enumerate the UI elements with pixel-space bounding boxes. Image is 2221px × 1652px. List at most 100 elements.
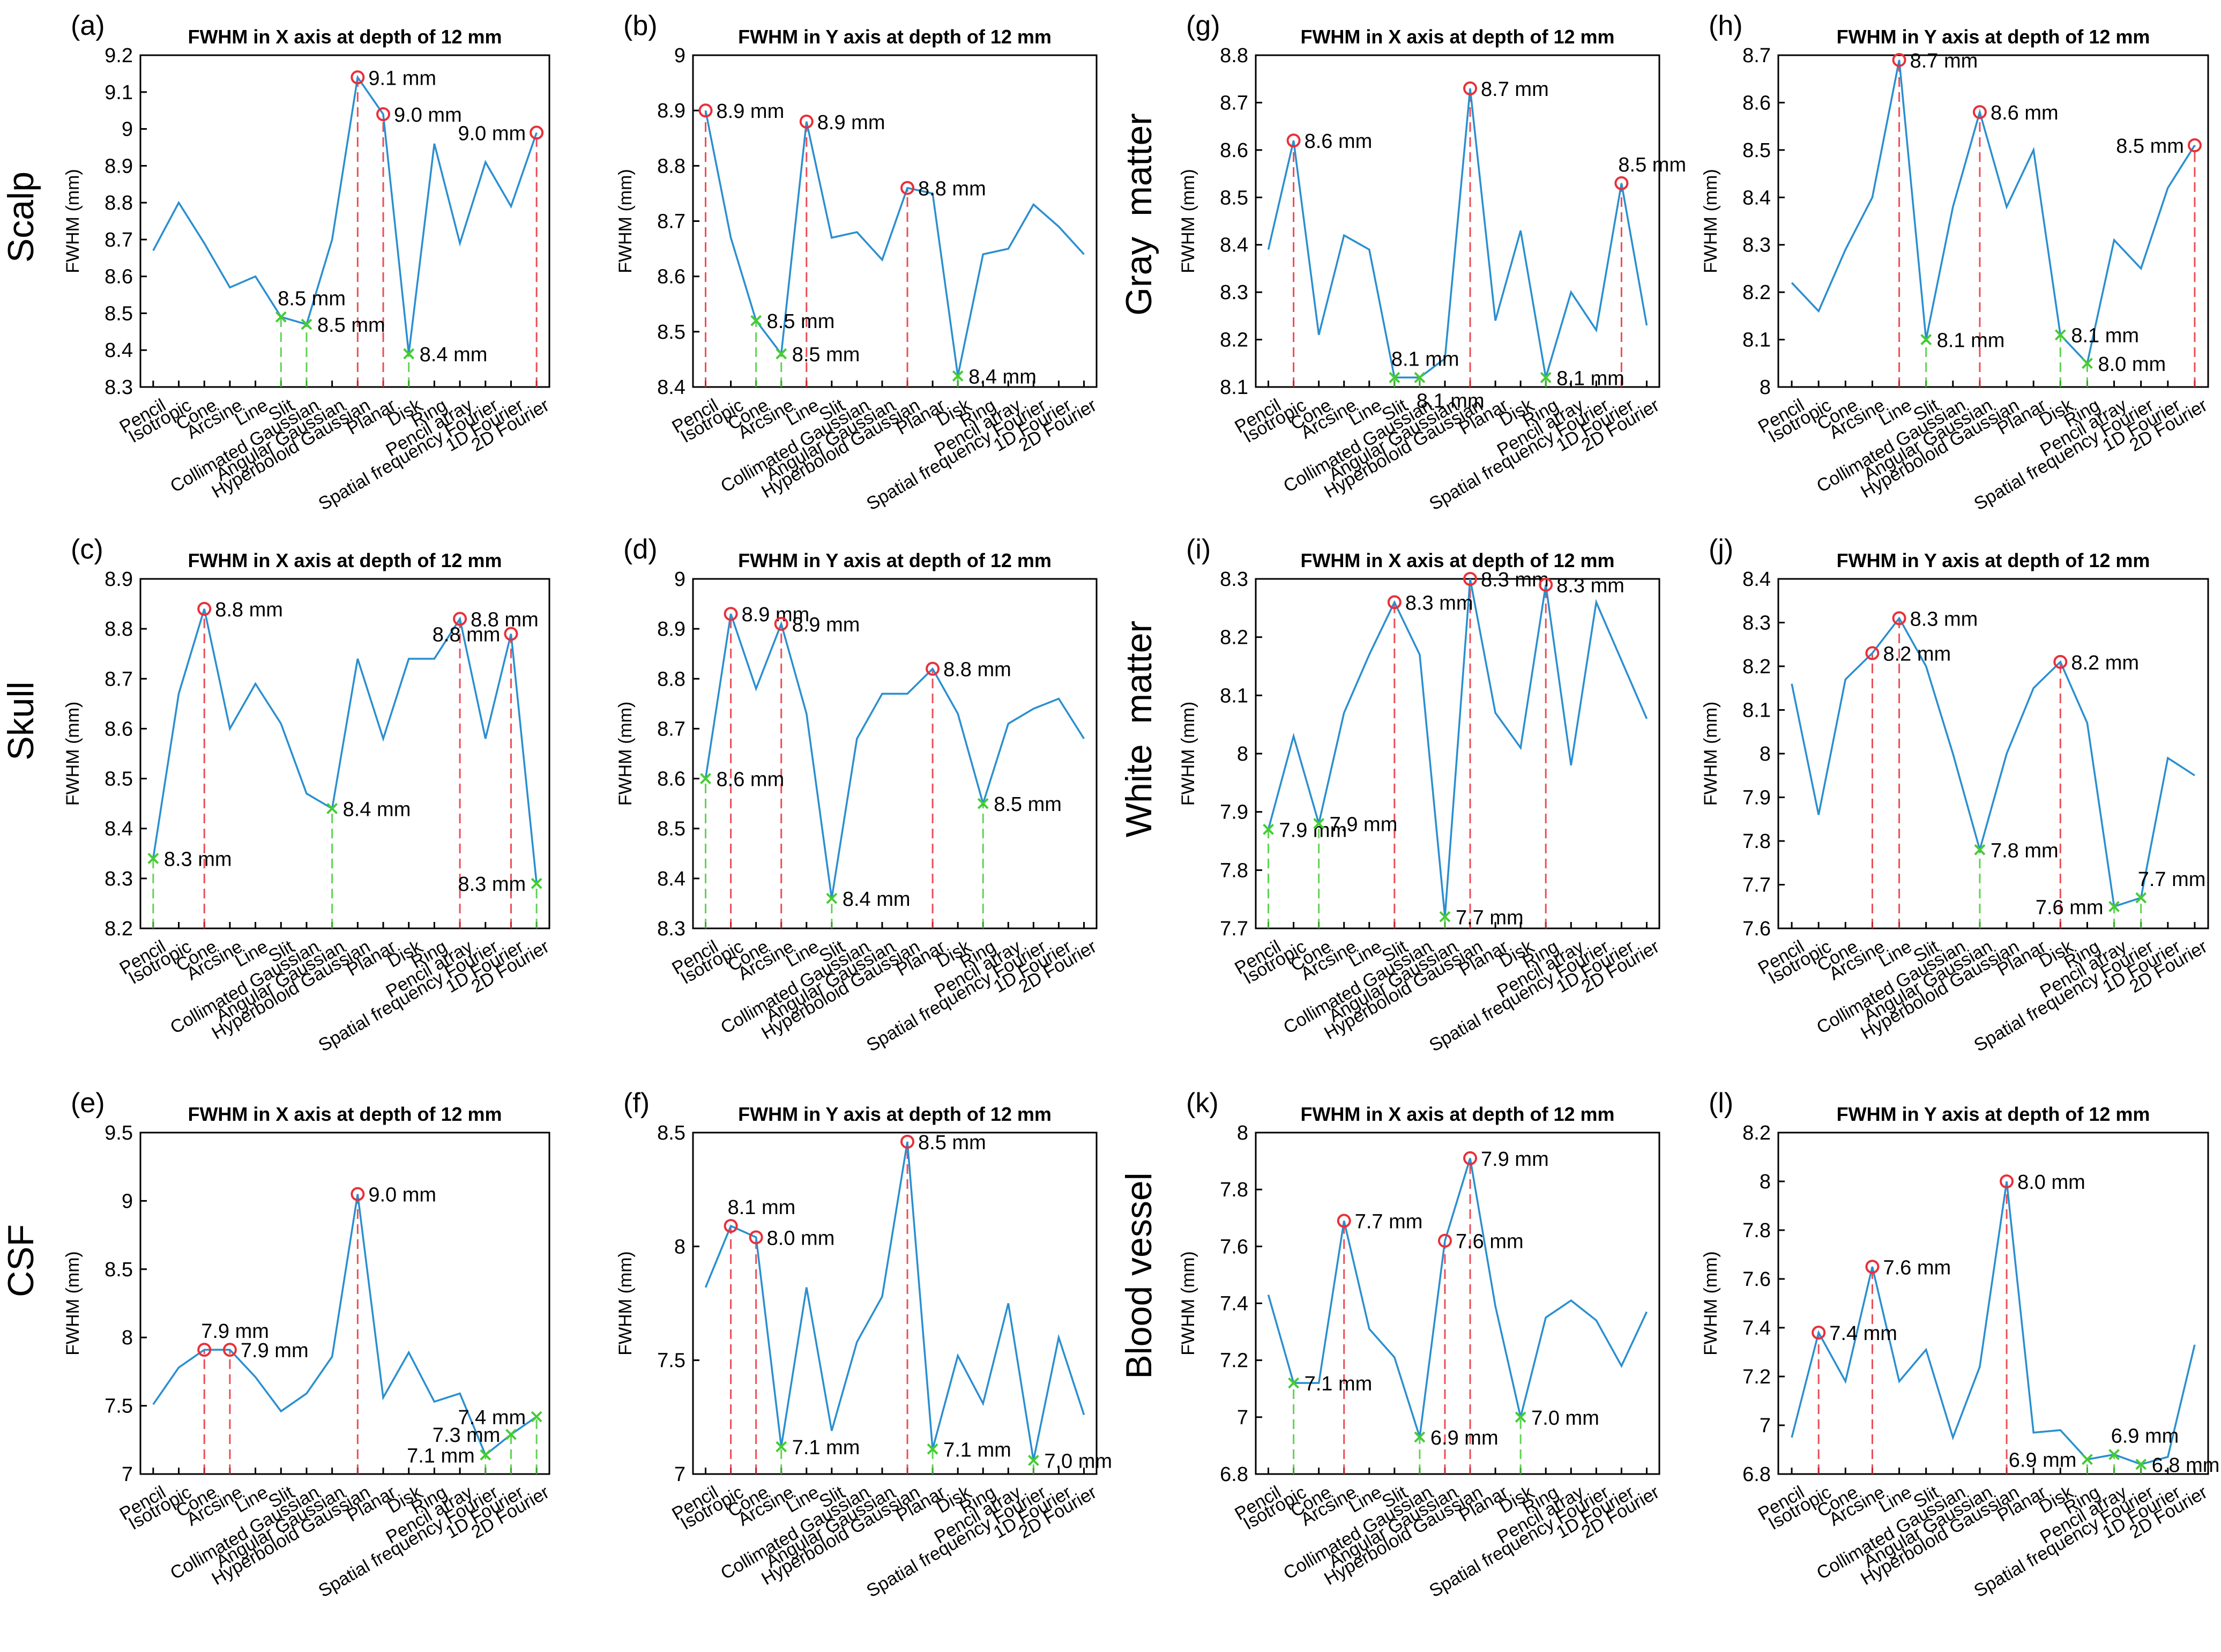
panel-d: (d) FWHM in Y axis at depth of 12 mm 8.3 8.… [615, 534, 1100, 1056]
y-tick-label: 8.5 [105, 768, 133, 791]
y-tick-label: 9 [674, 44, 685, 67]
y-tick-label: 7.8 [1220, 1179, 1248, 1201]
y-tick-label: 8.6 [657, 266, 685, 288]
y-tick-label: 8.6 [105, 266, 133, 288]
data-label: 8.0 mm [2098, 353, 2166, 376]
data-label: 7.6 mm [1883, 1256, 1951, 1279]
min-marker [1974, 844, 1986, 855]
data-label: 8.9 mm [792, 614, 860, 636]
plot-frame [139, 578, 550, 929]
y-tick-label: 8.5 [657, 321, 685, 344]
y-axis-label: FWHM (mm) [1701, 1251, 1721, 1355]
panel-label: (i) [1186, 534, 1211, 565]
panel-label: (g) [1186, 10, 1220, 41]
panel-label: (j) [1709, 534, 1733, 565]
plot-frame [139, 54, 550, 388]
max-marker [926, 661, 940, 676]
data-label: 8.0 mm [2017, 1171, 2085, 1194]
y-tick-label: 8.4 [657, 868, 685, 890]
min-marker [531, 1411, 542, 1423]
series-line [1791, 616, 2195, 908]
data-label: 8.3 mm [1910, 608, 1978, 630]
y-tick-label: 8.5 [105, 302, 133, 325]
panel-k: (k) FWHM in X axis at depth of 12 mm 6.8 7 7… [1178, 1088, 1663, 1602]
panel-a: (a) FWHM in X axis at depth of 12 mm 8.3 8.… [63, 10, 553, 515]
data-label: 7.6 mm [1456, 1231, 1524, 1253]
panel-label: (d) [623, 534, 658, 565]
row-labels: Scalp Skull CSF Gray matter White matter… [1, 113, 1159, 1379]
panel-label: (b) [623, 10, 658, 41]
y-tick-label: 7.7 [1742, 874, 1771, 897]
data-label: 7.9 mm [241, 1340, 309, 1362]
data-label: 7.3 mm [433, 1424, 501, 1447]
y-tick-label: 8.4 [105, 339, 133, 362]
data-label: 7.1 mm [943, 1439, 1011, 1461]
y-axis-label: FWHM (mm) [63, 169, 83, 273]
chart-title: FWHM in X axis at depth of 12 mm [1300, 26, 1614, 48]
max-marker [1463, 1151, 1478, 1165]
chart-title: FWHM in X axis at depth of 12 mm [188, 1103, 502, 1125]
data-label: 7.9 mm [1481, 1148, 1549, 1171]
chart-title: FWHM in Y axis at depth of 12 mm [1837, 26, 2150, 48]
data-label: 8.2 mm [2071, 652, 2139, 674]
plot-frame [139, 1132, 550, 1475]
data-label: 7.6 mm [2036, 896, 2104, 919]
max-marker [749, 1230, 763, 1245]
y-tick-label: 8.8 [1220, 44, 1248, 67]
data-label: 8.3 mm [1405, 592, 1473, 614]
data-label: 7.8 mm [1991, 839, 2059, 862]
y-tick-label: 8.6 [1742, 92, 1771, 114]
max-marker [2187, 138, 2202, 153]
y-tick-label: 8.4 [1220, 234, 1248, 257]
y-tick-label: 8.5 [657, 818, 685, 840]
plot-frame [1777, 54, 2209, 388]
y-axis-label: FWHM (mm) [615, 702, 636, 806]
min-marker [700, 773, 711, 784]
y-tick-label: 8.4 [1742, 187, 1771, 209]
y-tick-label: 7.6 [1742, 1268, 1771, 1291]
max-marker [1812, 1326, 1826, 1340]
data-label: 7.7 mm [2138, 868, 2206, 891]
min-marker [977, 798, 989, 809]
y-tick-label: 8.7 [1220, 92, 1248, 114]
y-tick-label: 6.8 [1742, 1463, 1771, 1486]
max-marker [530, 125, 544, 140]
y-tick-label: 8.2 [1742, 656, 1771, 678]
series-line [1267, 578, 1648, 917]
data-label: 8.6 mm [717, 769, 785, 791]
max-marker [197, 601, 212, 616]
data-label: 7.1 mm [407, 1445, 475, 1467]
min-marker [403, 348, 415, 360]
data-label: 6.8 mm [2152, 1454, 2220, 1477]
min-marker [2108, 901, 2120, 912]
series-line [1267, 1158, 1648, 1438]
max-marker [900, 1134, 915, 1149]
y-tick-label: 7 [1237, 1407, 1248, 1429]
y-tick-label: 7.9 [1742, 787, 1771, 809]
data-label: 8.7 mm [1910, 50, 1978, 72]
y-tick-label: 7.6 [1220, 1236, 1248, 1258]
data-label: 9.0 mm [368, 1184, 436, 1207]
panel-j: (j) FWHM in Y axis at depth of 12 mm 7.6 7.… [1701, 534, 2211, 1056]
y-tick-label: 8.8 [657, 155, 685, 177]
max-marker [724, 607, 738, 621]
y-tick-label: 8.8 [657, 668, 685, 690]
y-tick-label: 7.4 [1220, 1293, 1248, 1315]
data-label: 8.8 mm [471, 609, 539, 631]
y-tick-label: 8.1 [1220, 684, 1248, 707]
y-tick-label: 8.8 [105, 618, 133, 641]
max-marker [376, 107, 391, 122]
data-label: 7.9 mm [1330, 813, 1398, 836]
min-marker [1414, 371, 1426, 383]
y-tick-label: 8.4 [1742, 568, 1771, 591]
series-line [152, 75, 538, 354]
data-label: 8.8 mm [433, 623, 501, 646]
series-line [704, 110, 1085, 376]
min-marker [1920, 334, 1932, 345]
min-marker [2054, 329, 2066, 341]
data-label: 6.9 mm [1430, 1427, 1499, 1449]
data-label: 8.5 mm [994, 793, 1062, 816]
y-tick-label: 8 [1237, 743, 1248, 765]
data-label: 8.5 mm [278, 287, 346, 310]
chart-title: FWHM in Y axis at depth of 12 mm [1837, 549, 2150, 571]
